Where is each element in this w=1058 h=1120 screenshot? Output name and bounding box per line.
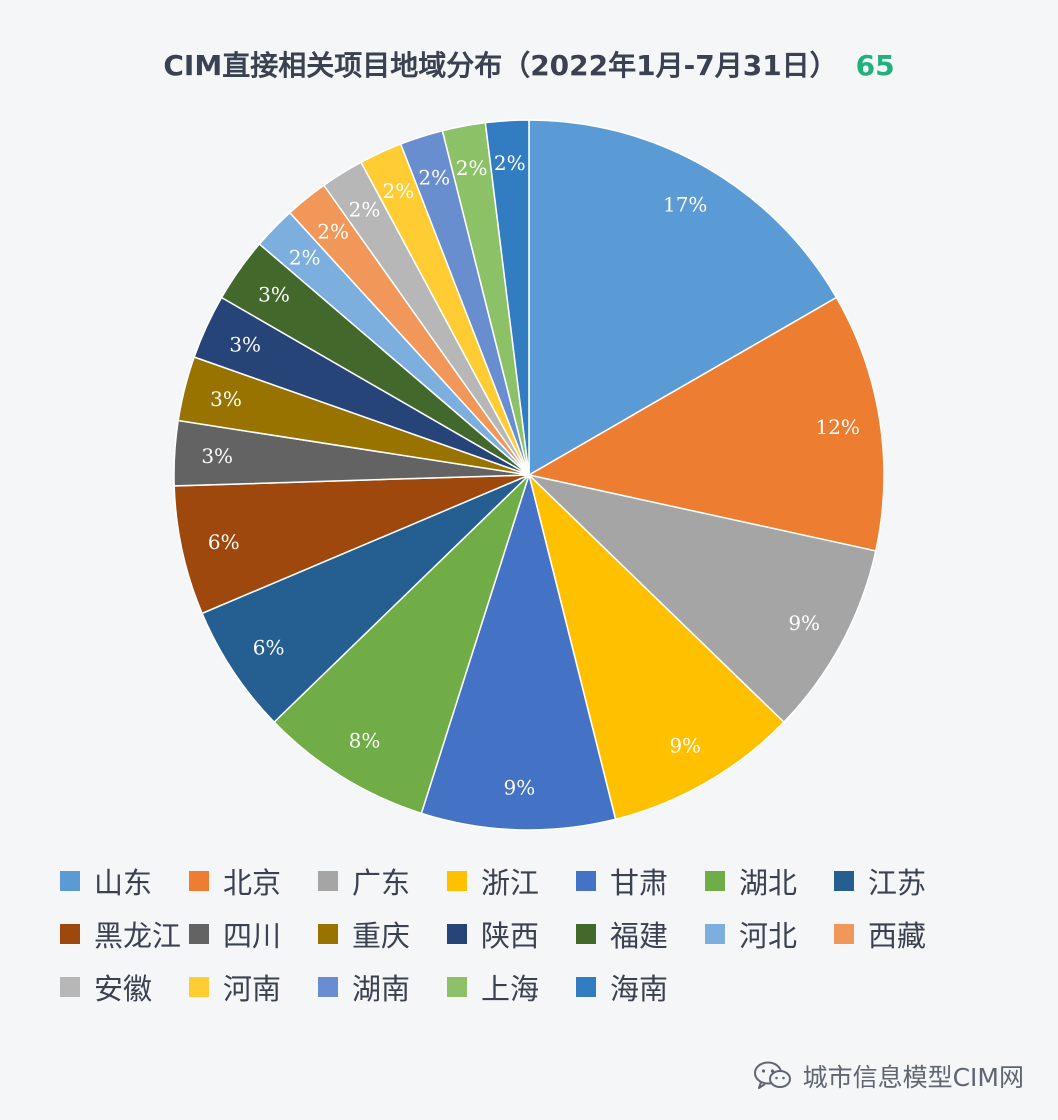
pie-slice-4 — [527, 472, 785, 821]
legend-label: 安徽 — [94, 971, 153, 1006]
legend-item-2: 北京 — [189, 862, 318, 900]
legend-label: 河北 — [739, 918, 798, 953]
slice-label-15: 2% — [349, 197, 381, 221]
legend-item-3: 广东 — [318, 862, 447, 900]
legend-label: 重庆 — [352, 918, 411, 953]
legend-swatch — [447, 870, 467, 891]
pie-chart: 17%12%9%9%9%8%6%6%3%3%3%3%2%2%2%2%2% 2% 2% — [173, 119, 885, 831]
slice-label-18: 2% — [456, 156, 488, 180]
watermark: 城市信息模型CIM网 — [753, 1058, 1024, 1094]
legend-item-1: 山东 — [60, 862, 189, 900]
legend-item-16: 河南 — [189, 968, 318, 1006]
legend-item-15: 安徽 — [60, 968, 189, 1006]
legend-label: 湖北 — [739, 865, 798, 900]
slice-label-11: 3% — [229, 332, 261, 356]
slice-label-5: 9% — [504, 775, 536, 799]
watermark-text: 城市信息模型CIM网 — [802, 1063, 1024, 1092]
legend-swatch — [705, 870, 725, 891]
slice-label-3: 9% — [788, 611, 820, 635]
legend-item-8: 黑龙江 — [60, 915, 189, 953]
slice-label-16: 2% — [383, 179, 415, 203]
legend-item-5: 甘肃 — [576, 862, 705, 900]
total-count: 65 — [855, 49, 895, 82]
legend-label: 黑龙江 — [94, 918, 182, 953]
legend-label: 海南 — [610, 971, 669, 1006]
legend-label: 山东 — [94, 865, 153, 900]
slice-label-2: 12% — [815, 415, 859, 439]
chart-title: CIM直接相关项目地域分布（2022年1月-7月31日） — [163, 49, 838, 82]
legend-label: 福建 — [610, 918, 669, 953]
legend-item-10: 重庆 — [318, 915, 447, 953]
pie-slice-1 — [528, 119, 838, 477]
slice-label-9: 3% — [201, 444, 233, 468]
wechat-icon — [753, 1061, 791, 1089]
legend-item-11: 陕西 — [447, 915, 576, 953]
slice-label-14: 2% — [317, 220, 349, 244]
pie-slice-3 — [526, 473, 877, 724]
legend-item-13: 河北 — [705, 915, 834, 953]
legend-label: 江苏 — [868, 865, 927, 900]
legend-swatch — [189, 976, 209, 997]
legend-item-17: 湖南 — [318, 968, 447, 1006]
legend-item-18: 上海 — [447, 968, 576, 1006]
legend-item-9: 四川 — [189, 915, 318, 953]
legend-swatch — [318, 870, 338, 891]
legend-item-7: 江苏 — [834, 862, 963, 900]
pie-slice-2 — [526, 296, 885, 552]
pie-slice-8 — [173, 474, 530, 615]
legend-label: 湖南 — [352, 971, 411, 1006]
legend-label: 陕西 — [481, 918, 540, 953]
pie-slice-19 — [484, 119, 530, 476]
legend-label: 北京 — [223, 865, 282, 900]
legend-item-14: 西藏 — [834, 915, 963, 953]
legend-swatch — [60, 976, 80, 997]
legend-swatch — [60, 870, 80, 891]
slice-label-6: 8% — [349, 729, 381, 753]
legend-swatch — [834, 923, 854, 944]
pie-slice-7 — [201, 474, 530, 724]
legend-swatch — [576, 976, 596, 997]
pie-slice-5 — [420, 472, 617, 831]
slice-label-13: 2% — [289, 246, 321, 270]
legend-swatch — [189, 870, 209, 891]
slice-label-8: 6% — [208, 530, 240, 554]
slice-label-1: 17% — [663, 193, 707, 217]
slice-label-7: 6% — [253, 636, 285, 660]
chart-legend: 山东 北京 广东 浙江 甘肃 湖北 江苏黑龙江 四川 重庆 陕西 福建 河北 西藏安徽 河南 湖南 上海 海南 — [60, 862, 1020, 1006]
slice-label-19: 2% — [494, 151, 526, 175]
legend-swatch — [189, 923, 209, 944]
legend-swatch — [705, 923, 725, 944]
legend-label: 河南 — [223, 971, 282, 1006]
slice-label-10: 3% — [210, 387, 242, 411]
legend-swatch — [447, 923, 467, 944]
legend-label: 西藏 — [868, 918, 927, 953]
slice-label-17: 2% — [418, 165, 450, 189]
slice-label-12: 3% — [258, 283, 290, 307]
legend-item-4: 浙江 — [447, 862, 576, 900]
legend-label: 广东 — [352, 865, 411, 900]
legend-item-12: 福建 — [576, 915, 705, 953]
legend-item-19: 海南 — [576, 968, 705, 1006]
slice-label-4: 9% — [669, 734, 701, 758]
legend-swatch — [447, 976, 467, 997]
pie-slice-6 — [273, 474, 530, 815]
legend-swatch — [60, 923, 80, 944]
legend-swatch — [576, 923, 596, 944]
legend-swatch — [318, 976, 338, 997]
legend-swatch — [834, 870, 854, 891]
legend-swatch — [318, 923, 338, 944]
legend-label: 甘肃 — [610, 865, 669, 900]
legend-swatch — [576, 870, 596, 891]
legend-label: 四川 — [223, 918, 282, 953]
chart-title-row: CIM直接相关项目地域分布（2022年1月-7月31日） 65 — [0, 44, 1058, 84]
legend-item-6: 湖北 — [705, 862, 834, 900]
legend-label: 浙江 — [481, 865, 540, 900]
legend-label: 上海 — [481, 971, 540, 1006]
